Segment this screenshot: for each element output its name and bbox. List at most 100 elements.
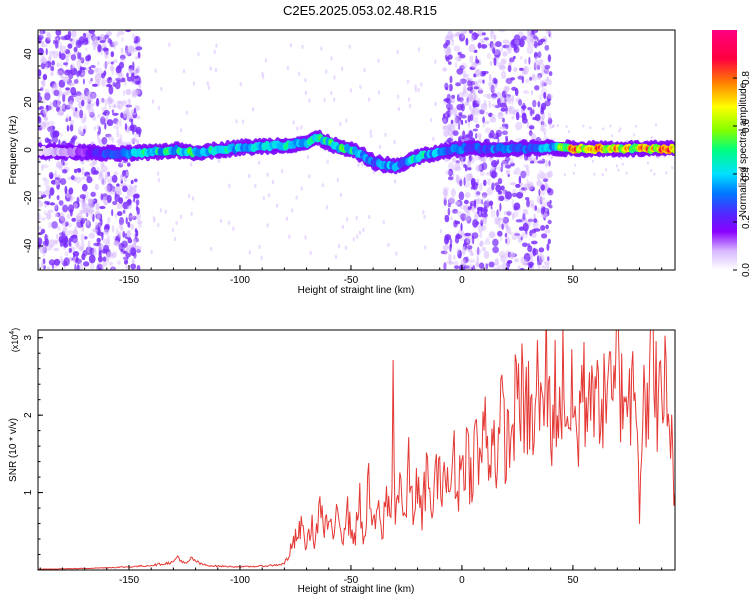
noise-speck	[92, 83, 98, 87]
noise-speck	[334, 254, 338, 260]
noise-speck	[125, 104, 132, 108]
noise-speck	[540, 102, 547, 111]
noise-speck	[63, 62, 68, 66]
noise-speck	[95, 202, 100, 211]
noise-speck	[491, 93, 498, 99]
noise-speck	[94, 221, 99, 228]
noise-speck	[67, 95, 74, 105]
noise-speck	[448, 162, 455, 171]
snr-x-label: Height of straight line (km)	[298, 584, 415, 595]
noise-speck	[112, 82, 116, 87]
noise-speck	[113, 43, 116, 50]
noise-speck	[462, 69, 467, 77]
noise-speck	[382, 220, 385, 225]
noise-speck	[99, 40, 106, 44]
noise-speck	[50, 125, 53, 133]
noise-speck	[454, 162, 461, 171]
noise-speck	[417, 47, 421, 52]
noise-speck	[491, 96, 497, 101]
noise-speck	[70, 87, 77, 96]
noise-speck	[497, 217, 502, 222]
noise-speck	[454, 210, 460, 215]
noise-speck	[94, 183, 99, 191]
noise-speck	[45, 60, 52, 68]
noise-speck	[463, 265, 470, 269]
noise-speck	[541, 117, 544, 126]
noise-speck	[130, 179, 134, 185]
noise-speck	[393, 140, 396, 145]
noise-speck	[492, 246, 499, 254]
noise-speck	[458, 123, 461, 130]
noise-speck	[124, 123, 128, 131]
noise-speck	[84, 236, 88, 240]
noise-speck	[533, 35, 538, 40]
noise-speck	[81, 183, 88, 192]
noise-speck	[110, 61, 114, 65]
noise-speck	[39, 30, 46, 35]
noise-speck	[134, 133, 139, 137]
noise-speck	[501, 189, 506, 196]
noise-speck	[42, 258, 46, 265]
noise-speck	[546, 263, 550, 270]
noise-speck	[345, 118, 348, 123]
noise-speck	[102, 47, 109, 52]
snr-scale-suffix: )	[10, 328, 20, 331]
noise-speck	[53, 89, 60, 97]
noise-speck	[320, 46, 323, 51]
noise-speck	[547, 112, 552, 122]
noise-speck	[505, 123, 509, 130]
noise-speck	[118, 231, 122, 238]
noise-speck	[113, 171, 119, 176]
noise-speck	[485, 237, 490, 242]
noise-speck	[445, 170, 452, 175]
noise-speck	[124, 107, 129, 115]
noise-speck	[133, 240, 137, 249]
noise-speck	[505, 87, 508, 97]
noise-speck	[455, 234, 462, 240]
noise-speck	[537, 40, 543, 46]
noise-speck	[449, 238, 453, 246]
noise-speck	[113, 235, 117, 240]
noise-speck	[461, 62, 467, 70]
spectrogram-noise-layer	[38, 30, 674, 270]
noise-speck	[344, 245, 348, 250]
noise-speck	[49, 125, 56, 131]
noise-speck	[525, 164, 529, 170]
noise-speck	[444, 54, 448, 60]
noise-speck	[38, 116, 42, 124]
noise-speck	[67, 230, 74, 235]
noise-speck	[217, 158, 221, 164]
noise-speck	[453, 219, 458, 228]
noise-speck	[602, 127, 605, 131]
noise-speck	[114, 213, 118, 219]
noise-speck	[531, 30, 539, 34]
noise-speck	[125, 114, 132, 120]
noise-speck	[38, 263, 41, 269]
noise-speck	[62, 94, 66, 103]
noise-speck	[64, 185, 68, 195]
noise-speck	[69, 197, 73, 202]
noise-speck	[493, 133, 497, 139]
noise-speck	[45, 212, 52, 220]
noise-speck	[96, 213, 101, 220]
noise-speck	[104, 201, 108, 206]
noise-speck	[453, 254, 456, 260]
noise-speck	[563, 173, 566, 177]
noise-speck	[525, 168, 530, 177]
noise-speck	[454, 265, 460, 270]
noise-speck	[197, 52, 200, 57]
noise-speck	[493, 34, 497, 41]
noise-speck	[74, 109, 80, 118]
noise-speck	[536, 207, 541, 214]
noise-speck	[482, 247, 486, 252]
noise-speck	[323, 98, 326, 103]
noise-speck	[477, 89, 484, 94]
noise-speck	[43, 116, 49, 121]
noise-speck	[635, 124, 638, 128]
noise-speck	[108, 261, 114, 267]
noise-speck	[116, 211, 123, 217]
noise-speck	[192, 81, 196, 86]
noise-speck	[330, 56, 333, 61]
noise-speck	[476, 198, 483, 205]
